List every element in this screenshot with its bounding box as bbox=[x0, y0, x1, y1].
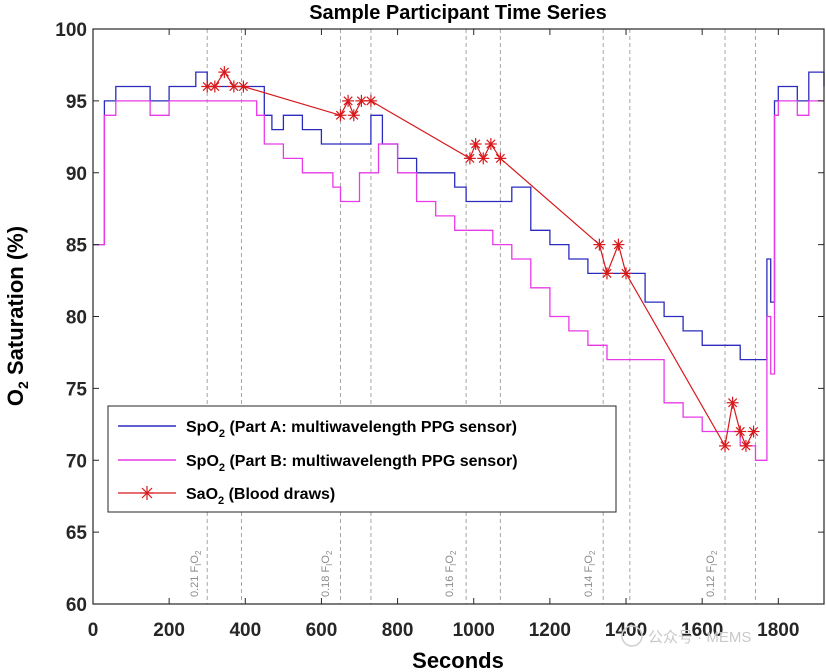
fio2-annotation-4: 0.12 FIO2 bbox=[705, 550, 719, 597]
y-tick-label-8: 100 bbox=[55, 20, 87, 41]
sao2-marker-13 bbox=[484, 138, 497, 150]
series-line-0 bbox=[93, 71, 825, 361]
sao2-marker-22 bbox=[739, 439, 752, 452]
x-tick-label-1: 200 bbox=[153, 620, 185, 641]
y-axis-label: O2 Saturation (%) bbox=[3, 226, 31, 406]
watermark-icon bbox=[621, 625, 643, 647]
sao2-marker-12 bbox=[477, 152, 490, 165]
sao2-marker-5 bbox=[334, 109, 347, 122]
y-tick-label-0: 60 bbox=[66, 595, 87, 616]
sao2-marker-8 bbox=[355, 94, 368, 107]
x-tick-label-7: 1400 bbox=[605, 620, 647, 641]
sao2-marker-20 bbox=[726, 396, 739, 409]
legend-label-part-b: SpO2 (Part B: multiwavelength PPG sensor… bbox=[186, 453, 518, 474]
y-axis-label-main: O bbox=[3, 389, 28, 406]
sao2-marker-9 bbox=[364, 94, 377, 107]
x-tick-label-2: 400 bbox=[229, 620, 261, 641]
x-tick-label-9: 1800 bbox=[757, 620, 799, 641]
y-tick-label-2: 70 bbox=[66, 451, 87, 472]
sao2-marker-11 bbox=[469, 138, 482, 150]
sao2-marker-7 bbox=[347, 109, 360, 122]
sao2-marker-17 bbox=[612, 238, 625, 251]
sao2-marker-23 bbox=[747, 425, 760, 438]
sao2-marker-15 bbox=[593, 238, 606, 251]
chart-title: Sample Participant Time Series bbox=[309, 2, 607, 24]
sao2-marker-21 bbox=[734, 425, 747, 438]
x-tick-label-0: 0 bbox=[88, 620, 99, 641]
sao2-marker-1 bbox=[208, 80, 221, 93]
y-tick-label-3: 75 bbox=[66, 379, 88, 400]
x-axis-ticks: 0 200 400 600 800 1000 1200 1400 1600 1800 bbox=[88, 29, 799, 641]
series-line-2 bbox=[207, 71, 755, 448]
y-tick-label-5: 85 bbox=[66, 236, 88, 257]
y-tick-label-7: 95 bbox=[66, 92, 88, 113]
x-axis-label: Seconds bbox=[412, 648, 504, 672]
fio2-annotation-2: 0.16 FIO2 bbox=[444, 550, 458, 597]
fio2-annotation-0: 0.21 FIO2 bbox=[189, 550, 203, 597]
x-tick-label-6: 1200 bbox=[529, 620, 571, 641]
legend: SpO2 (Part A: multiwavelength PPG sensor… bbox=[107, 405, 617, 513]
watermark: 公众号 · MEMS bbox=[621, 625, 751, 647]
watermark-text: 公众号 · MEMS bbox=[648, 629, 751, 646]
sao2-marker-19 bbox=[719, 439, 732, 452]
sao2-marker-10 bbox=[463, 152, 476, 165]
legend-label-part-a: SpO2 (Part A: multiwavelength PPG sensor… bbox=[186, 419, 517, 440]
y-axis-ticks: 60 65 70 75 80 85 90 95 100 bbox=[55, 20, 824, 616]
legend-box bbox=[107, 405, 617, 513]
series-layer bbox=[93, 66, 825, 461]
sao2-marker-18 bbox=[620, 267, 633, 280]
sao2-marker-6 bbox=[342, 94, 355, 107]
fio2-annotation-1: 0.18 FIO2 bbox=[320, 550, 334, 597]
fio2-annotation-3: 0.14 FIO2 bbox=[583, 550, 597, 597]
fio2-annotations: 0.21 FIO2 0.18 FIO2 0.16 FIO2 0.14 FIO2 0.12… bbox=[189, 550, 719, 597]
sao2-marker-14 bbox=[494, 152, 507, 165]
legend-swatch-sao2-marker bbox=[140, 486, 154, 500]
y-axis-label-rest: Saturation (%) bbox=[3, 226, 28, 381]
x-tick-label-8: 1600 bbox=[681, 620, 723, 641]
y-tick-label-4: 80 bbox=[66, 308, 87, 329]
sao2-marker-4 bbox=[237, 80, 250, 93]
y-tick-label-1: 65 bbox=[66, 523, 88, 544]
plot-frame bbox=[92, 28, 825, 605]
x-tick-label-5: 1000 bbox=[453, 620, 495, 641]
sao2-marker-2 bbox=[218, 66, 231, 79]
x-tick-label-3: 600 bbox=[306, 620, 338, 641]
sao2-marker-16 bbox=[600, 267, 613, 280]
legend-label-sao2: SaO2 (Blood draws) bbox=[186, 486, 335, 507]
series-line-1 bbox=[93, 100, 824, 461]
x-tick-label-4: 800 bbox=[382, 620, 414, 641]
y-tick-label-6: 90 bbox=[66, 164, 87, 185]
y-axis-label-sub: 2 bbox=[15, 381, 31, 389]
